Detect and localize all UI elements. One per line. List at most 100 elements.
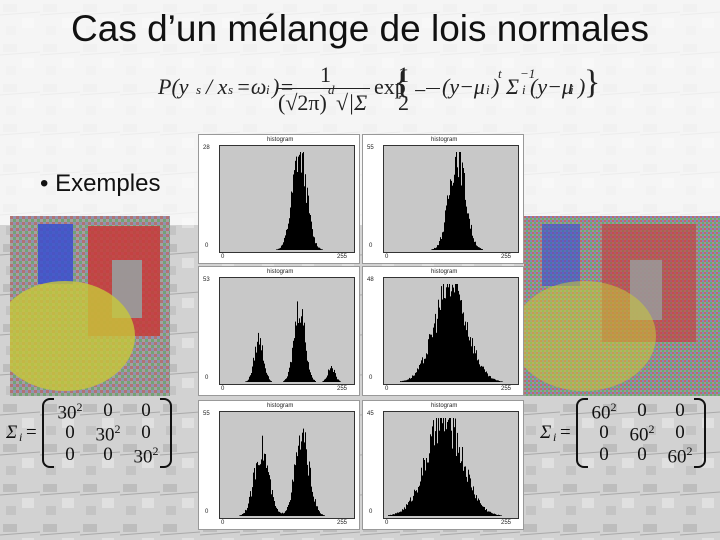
histogram-bar <box>484 369 485 382</box>
histogram-bar <box>258 332 259 382</box>
histogram-bar <box>445 418 446 516</box>
histogram-bar <box>434 445 435 516</box>
histogram-bar <box>437 443 438 516</box>
histogram-bar <box>416 490 417 516</box>
covariance-matrix-left: Σ i = 302 0 0 0 302 0 0 0 302 <box>6 398 172 470</box>
histogram-bar <box>408 379 409 382</box>
histogram-bar <box>304 322 305 382</box>
histogram-bar <box>436 247 437 250</box>
histogram-panel: histogram 55 0 0 255 <box>362 134 524 264</box>
histogram-bar <box>459 294 460 382</box>
histogram-bar <box>458 177 459 250</box>
histogram-bar <box>415 491 416 516</box>
histogram-bar <box>435 431 436 516</box>
histogram-bar <box>427 462 428 516</box>
histogram-bar <box>488 376 489 382</box>
histogram-title: histogram <box>267 269 294 275</box>
histogram-bar <box>420 363 421 382</box>
histogram-bar <box>453 182 454 250</box>
histogram-bar <box>444 222 445 250</box>
histogram-bar <box>491 512 492 516</box>
histogram-bar <box>258 465 259 516</box>
histogram-bar <box>313 496 314 516</box>
histogram-bar <box>339 380 340 382</box>
slide-title: Cas d’un mélange de lois normales <box>71 8 649 49</box>
matrix-cell: 302 <box>57 400 83 424</box>
histogram-bar <box>441 239 442 250</box>
matrix-cell: 0 <box>141 422 151 443</box>
histogram-bar <box>444 431 445 516</box>
histogram-bar <box>490 376 491 382</box>
histogram-bar <box>449 418 450 516</box>
histogram-bar <box>484 507 485 516</box>
histogram-bar <box>268 376 269 382</box>
histogram-bar <box>452 185 453 250</box>
histogram-bar <box>310 215 311 250</box>
histogram-bar <box>490 511 491 516</box>
formula-eq: =ω <box>236 74 267 99</box>
histogram-ymax: 53 <box>203 277 210 283</box>
histogram-bar <box>277 509 278 516</box>
histogram-bar <box>479 500 480 516</box>
histogram-bar <box>449 284 450 382</box>
histogram-bar <box>297 301 298 382</box>
histogram-bar <box>464 466 465 516</box>
histogram-bar <box>326 377 327 382</box>
histogram-bar <box>306 350 307 382</box>
histogram-bar <box>408 502 409 516</box>
matrix-cell: 0 <box>103 444 113 465</box>
synthetic-image-right <box>524 216 720 396</box>
histogram-bar <box>245 381 246 382</box>
histogram-bar <box>309 213 310 250</box>
formula-denominator: (√2π) <box>278 90 327 115</box>
histogram-bar <box>307 187 308 250</box>
sigma-eq: = <box>560 422 571 443</box>
histogram-bar <box>242 514 243 516</box>
histogram-bar <box>254 468 255 516</box>
histogram-bar <box>429 334 430 382</box>
histogram-bar <box>282 244 283 250</box>
formula-numerator: 1 <box>320 62 331 87</box>
histogram-ymax: 45 <box>367 411 374 417</box>
histogram-bar <box>300 449 301 516</box>
histogram-bar <box>400 381 401 382</box>
histogram-bar <box>489 375 490 382</box>
histogram-bar <box>494 513 495 516</box>
histogram-bar <box>285 235 286 250</box>
histogram-bar <box>269 379 270 382</box>
formula-sigma: Σ <box>506 74 520 99</box>
histogram-bar <box>288 371 289 382</box>
histogram-bar <box>319 247 320 250</box>
histogram-bar <box>286 378 287 382</box>
histogram-bar <box>403 509 404 516</box>
histogram-bar <box>253 472 254 516</box>
histogram-bar <box>264 363 265 382</box>
histogram-bar <box>322 249 323 250</box>
histogram-ymax: 28 <box>203 145 210 151</box>
histogram-bar <box>467 213 468 250</box>
formula-sub: i <box>486 82 490 97</box>
histogram-bar <box>295 321 296 382</box>
formula-lhs: P(y <box>158 74 189 99</box>
histogram-bar <box>480 503 481 516</box>
histogram-bar <box>459 447 460 516</box>
histogram-bar <box>499 515 500 516</box>
histogram-bar <box>438 418 439 516</box>
histogram-bar <box>257 461 258 516</box>
histogram-bar <box>470 337 471 382</box>
histogram-bar <box>396 513 397 516</box>
histogram-bar <box>488 511 489 516</box>
histogram-plot <box>383 411 519 519</box>
histogram-bar <box>501 381 502 382</box>
histogram-bar <box>290 207 291 250</box>
histogram-bar <box>262 435 263 516</box>
histogram-bar <box>461 300 462 382</box>
histogram-bar <box>413 495 414 516</box>
histogram-bar <box>444 298 445 382</box>
formula-sub: i <box>266 82 270 97</box>
histogram-bar <box>313 236 314 250</box>
histogram-bar <box>275 506 276 516</box>
histogram-ymin: 0 <box>369 375 373 381</box>
histogram-ymin: 0 <box>369 509 373 515</box>
histogram-bar <box>437 245 438 250</box>
